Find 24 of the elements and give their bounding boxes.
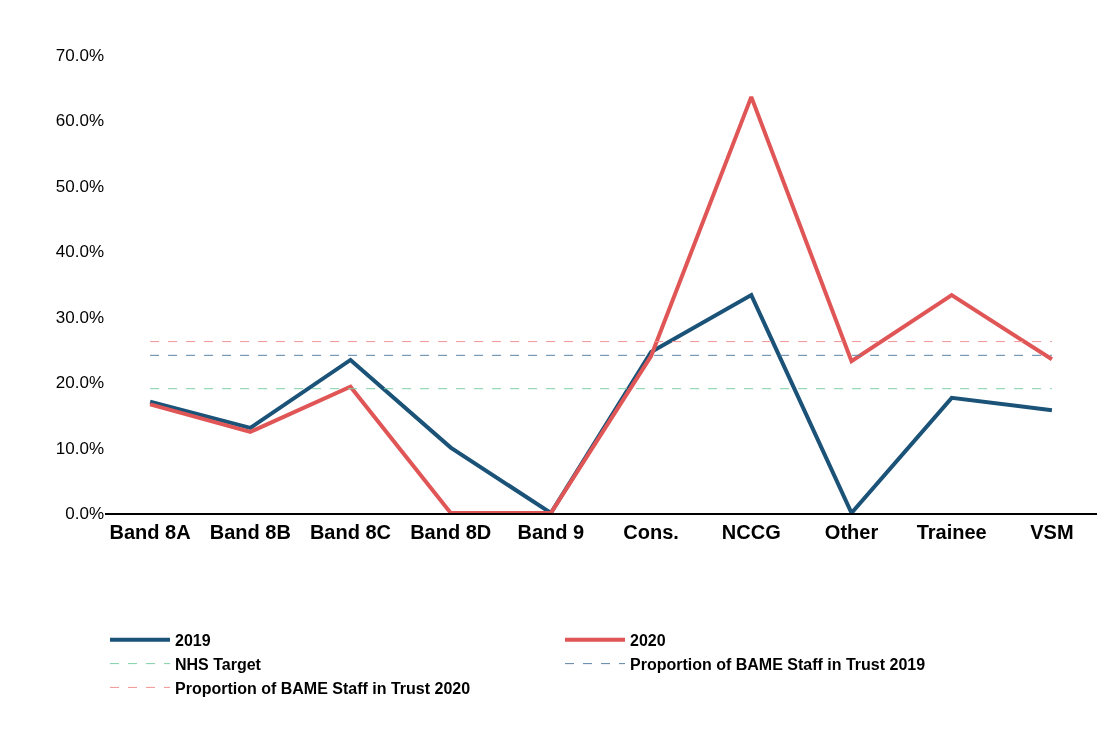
legend-label: Proportion of BAME Staff in Trust 2019 bbox=[630, 655, 926, 673]
x-tick-label: Band 8B bbox=[209, 521, 291, 543]
x-tick-label: Band 9 bbox=[517, 521, 585, 543]
legend-label: 2020 bbox=[630, 632, 666, 650]
y-tick-label: 70.0% bbox=[55, 45, 104, 65]
legend-label: NHS Target bbox=[175, 655, 262, 673]
legend-label: Proportion of BAME Staff in Trust 2020 bbox=[175, 679, 471, 697]
x-tick-label: VSM bbox=[1030, 521, 1074, 543]
x-tick-label: Cons. bbox=[623, 521, 679, 543]
x-tick-label: NCCG bbox=[721, 521, 781, 543]
y-tick-label: 50.0% bbox=[55, 176, 104, 196]
x-tick-label: Trainee bbox=[916, 521, 987, 543]
y-tick-label: 40.0% bbox=[55, 242, 104, 262]
x-tick-label: Other bbox=[824, 521, 879, 543]
y-tick-label: 60.0% bbox=[55, 111, 104, 131]
y-tick-label: 10.0% bbox=[55, 438, 104, 458]
y-tick-label: 30.0% bbox=[55, 307, 104, 327]
legend-label: 2019 bbox=[175, 632, 211, 650]
y-tick-label: 0.0% bbox=[65, 503, 104, 523]
line-series bbox=[148, 94, 1054, 513]
y-tick-label: 20.0% bbox=[55, 373, 104, 393]
x-tick-label: Band 8A bbox=[109, 521, 191, 543]
x-tick-label: Band 8D bbox=[410, 521, 492, 543]
x-tick-label: Band 8C bbox=[309, 521, 392, 543]
